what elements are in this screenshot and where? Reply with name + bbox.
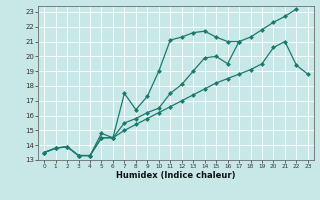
X-axis label: Humidex (Indice chaleur): Humidex (Indice chaleur) bbox=[116, 171, 236, 180]
